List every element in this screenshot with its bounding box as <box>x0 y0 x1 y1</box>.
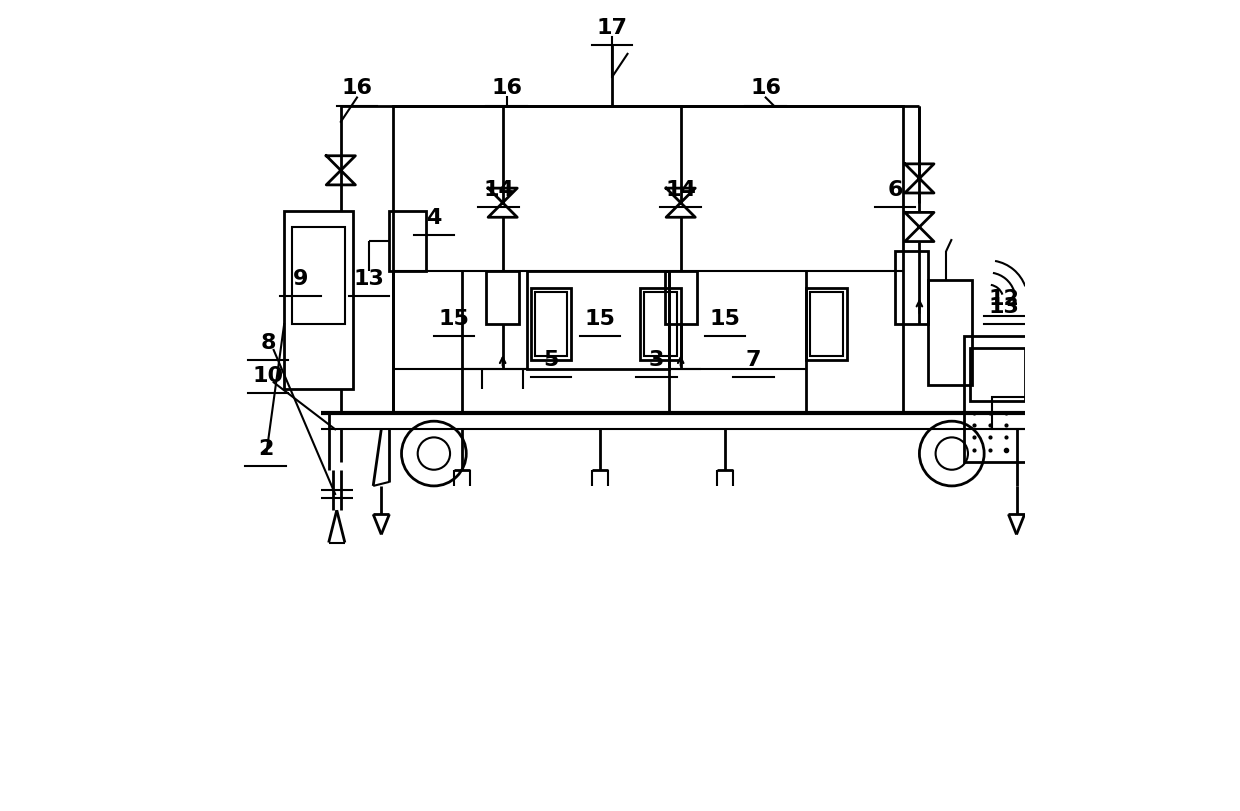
Text: 15: 15 <box>439 309 470 328</box>
Text: 15: 15 <box>584 309 615 328</box>
Text: 14: 14 <box>665 179 696 200</box>
Bar <box>486 272 518 324</box>
Text: 13: 13 <box>353 268 384 288</box>
Text: 17: 17 <box>596 18 627 38</box>
Text: 4: 4 <box>427 208 441 228</box>
Text: 16: 16 <box>491 79 522 98</box>
Text: 6: 6 <box>888 179 903 200</box>
Bar <box>992 397 1056 430</box>
Text: 2: 2 <box>258 438 273 458</box>
Text: 5: 5 <box>543 350 559 369</box>
Text: 16: 16 <box>341 79 372 98</box>
Text: 14: 14 <box>484 179 515 200</box>
Bar <box>645 292 677 357</box>
Text: 12: 12 <box>990 289 1019 308</box>
Bar <box>895 252 928 324</box>
Bar <box>928 281 972 385</box>
Bar <box>971 349 1025 401</box>
Bar <box>963 337 1037 462</box>
Text: 3: 3 <box>649 350 665 369</box>
Bar <box>293 228 345 324</box>
Bar <box>534 292 568 357</box>
Bar <box>393 106 903 414</box>
Text: 9: 9 <box>293 268 308 288</box>
Bar <box>531 288 572 361</box>
Bar <box>284 212 353 389</box>
Bar <box>665 272 697 324</box>
Text: 16: 16 <box>750 79 781 98</box>
Text: 13: 13 <box>990 297 1019 316</box>
Text: 8: 8 <box>260 333 275 353</box>
Text: 15: 15 <box>709 309 740 328</box>
Text: 7: 7 <box>745 350 761 369</box>
Bar <box>389 212 425 272</box>
Bar <box>527 272 668 369</box>
Bar <box>806 288 847 361</box>
Text: 10: 10 <box>253 365 284 385</box>
Bar <box>640 288 681 361</box>
Bar <box>810 292 842 357</box>
